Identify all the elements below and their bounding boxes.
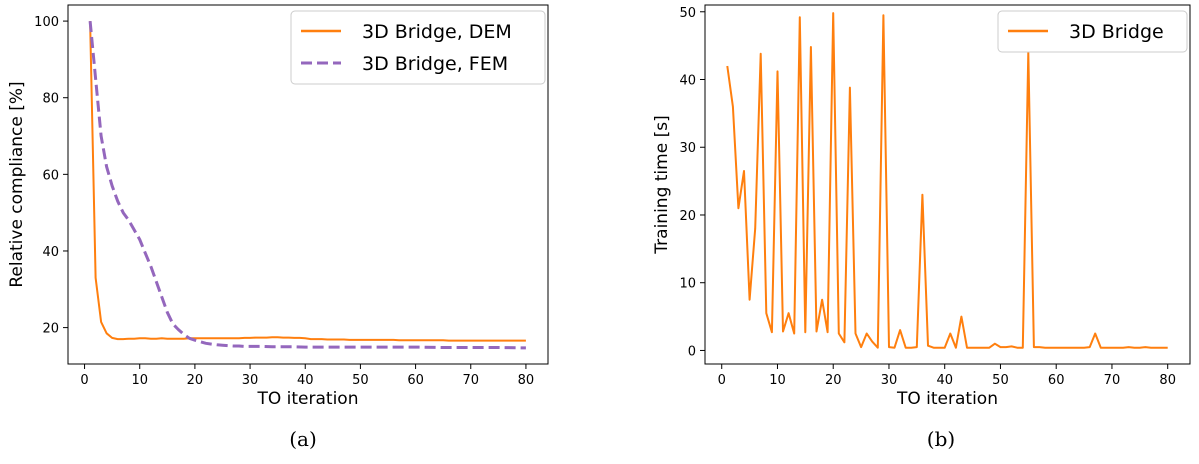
y-tick: 100 <box>34 15 68 30</box>
y-tick-label: 30 <box>679 141 696 156</box>
y-tick: 80 <box>42 92 68 107</box>
x-tick: 0 <box>718 364 726 388</box>
x-tick: 30 <box>881 364 898 388</box>
x-tick: 70 <box>1104 364 1121 388</box>
x-tick: 20 <box>825 364 842 388</box>
x-tick: 50 <box>352 364 369 388</box>
y-tick: 50 <box>679 6 705 21</box>
y-tick: 30 <box>679 141 705 156</box>
y-tick-label: 20 <box>679 209 696 224</box>
series-line-1 <box>89 21 526 342</box>
x-tick-label: 0 <box>80 373 88 388</box>
x-tick-label: 60 <box>407 373 424 388</box>
x-tick-label: 70 <box>462 373 479 388</box>
plot-frame <box>704 4 1191 365</box>
x-tick: 70 <box>462 364 479 388</box>
x-tick: 80 <box>1159 364 1176 388</box>
y-tick: 60 <box>42 168 68 183</box>
legend-box <box>290 10 546 85</box>
series-line-2 <box>88 20 526 350</box>
y-tick-label: 10 <box>679 277 696 292</box>
legend: 3D Bridge <box>997 10 1188 53</box>
x-tick: 30 <box>242 364 259 388</box>
x-axis-label: TO iteration <box>896 389 998 409</box>
x-tick-label: 20 <box>187 373 204 388</box>
y-tick: 20 <box>42 322 68 337</box>
y-tick-label: 100 <box>34 15 59 30</box>
x-tick: 0 <box>80 364 89 388</box>
x-tick-label: 70 <box>1104 373 1121 388</box>
x-tick-label: 50 <box>352 373 369 388</box>
x-tick-label: 40 <box>297 373 314 388</box>
y-tick: 20 <box>679 209 705 224</box>
y-tick-label: 50 <box>679 6 696 21</box>
legend-box <box>997 10 1188 53</box>
x-tick: 40 <box>297 364 314 388</box>
y-tick-label: 0 <box>688 344 696 359</box>
y-tick: 40 <box>679 74 705 89</box>
x-tick-label: 60 <box>1048 373 1065 388</box>
x-tick: 50 <box>992 364 1009 388</box>
x-tick: 40 <box>936 364 953 388</box>
x-tick-label: 40 <box>936 373 953 388</box>
x-tick-label: 20 <box>825 373 842 388</box>
x-tick-label: 10 <box>131 373 148 388</box>
plot-frame <box>67 4 549 365</box>
chart-panel-a: 0 10 20 30 40 50 60 70 80 20 40 60 80 100 TO iteration… <box>7 4 549 451</box>
y-axis-label: Relative compliance [%] <box>7 81 27 287</box>
legend-label: 3D Bridge, DEM <box>362 21 512 43</box>
y-tick: 40 <box>42 245 68 260</box>
x-tick: 20 <box>187 364 204 388</box>
x-tick-label: 30 <box>242 373 259 388</box>
legend: 3D Bridge, DEM 3D Bridge, FEM <box>290 10 546 85</box>
panel-label: (b) <box>927 427 955 451</box>
y-tick-label: 40 <box>679 74 696 89</box>
legend-label: 3D Bridge, FEM <box>362 53 508 75</box>
y-tick-label: 40 <box>42 245 59 260</box>
x-tick: 60 <box>1048 364 1065 388</box>
x-tick-label: 0 <box>718 373 726 388</box>
x-tick-label: 50 <box>992 373 1009 388</box>
y-tick: 10 <box>679 277 705 292</box>
y-tick: 0 <box>688 344 705 359</box>
x-tick: 10 <box>131 364 148 388</box>
series-line-1 <box>726 12 1168 349</box>
x-tick-label: 80 <box>518 373 535 388</box>
y-tick-label: 60 <box>42 168 59 183</box>
y-tick-label: 20 <box>42 322 59 337</box>
x-tick-label: 30 <box>881 373 898 388</box>
x-tick: 60 <box>407 364 424 388</box>
x-axis-label: TO iteration <box>257 389 359 409</box>
y-axis-label: Training time [s] <box>652 115 672 254</box>
y-tick-label: 80 <box>42 92 59 107</box>
legend-label: 3D Bridge <box>1069 21 1164 43</box>
x-tick: 80 <box>518 364 535 388</box>
x-tick-label: 80 <box>1159 373 1176 388</box>
panel-label: (a) <box>289 427 317 451</box>
x-tick: 10 <box>769 364 786 388</box>
x-tick-label: 10 <box>769 373 786 388</box>
